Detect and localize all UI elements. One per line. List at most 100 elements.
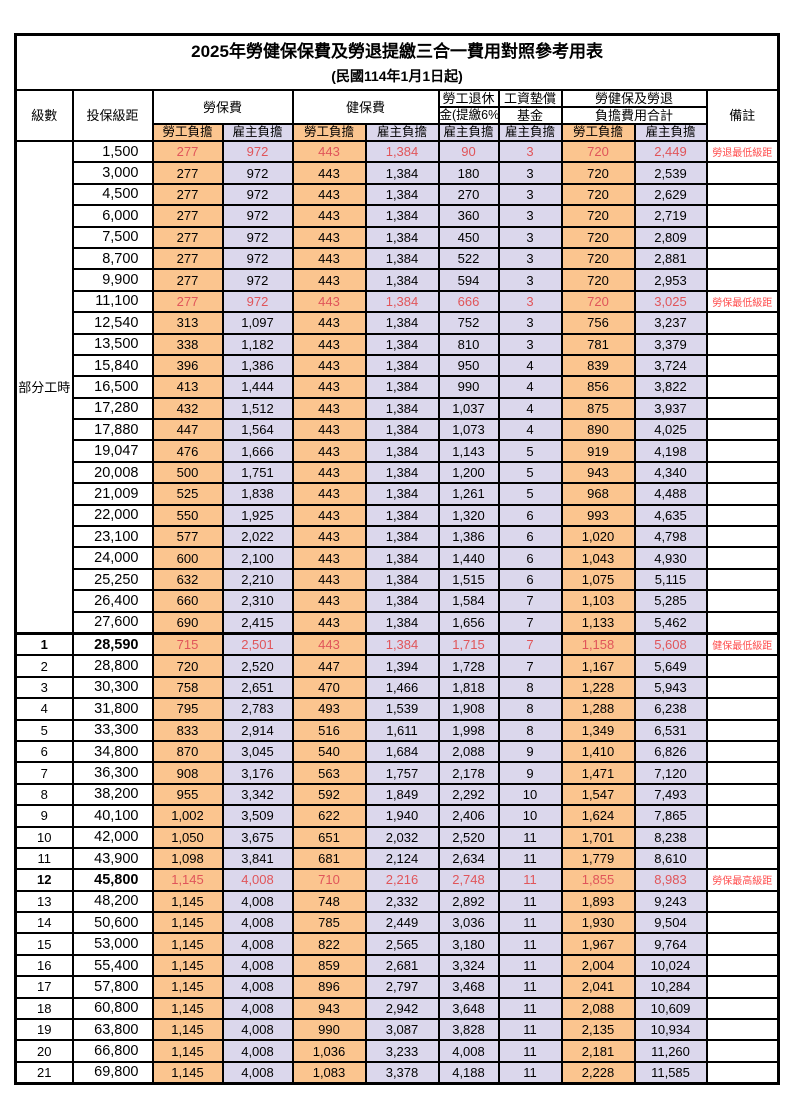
value-cell: 1,998 <box>437 718 500 742</box>
value-cell: 1,386 <box>221 353 294 378</box>
value-cell: 1,384 <box>364 311 440 335</box>
salary-bracket-cell: 23,100 <box>71 525 154 549</box>
remark-cell <box>705 268 780 292</box>
col-header-wage-fund-line2: 基金 <box>497 106 563 125</box>
table-row: 2 28,800 720 2,520 447 1,394 1,728 7 1,167 5,649 <box>14 654 780 678</box>
table-row: 13 48,200 1,145 4,008 748 2,332 2,892 11 1,893 9,… <box>14 889 780 914</box>
value-cell: 2,748 <box>437 868 500 892</box>
reference-sheet: 2025年勞健保保費及勞退提繳三合一費用對照參考用表 (民國114年1月1日起)… <box>14 33 781 1086</box>
value-cell: 660 <box>151 589 224 613</box>
value-cell: 1,073 <box>437 418 500 442</box>
value-cell: 2,719 <box>633 204 708 228</box>
fee-comparison-table: 2025年勞健保保費及勞退提繳三合一費用對照參考用表 (民國114年1月1日起)… <box>14 33 781 1086</box>
value-cell: 3,045 <box>221 739 294 764</box>
value-cell: 7 <box>497 654 563 678</box>
value-cell: 1,893 <box>560 889 636 914</box>
value-cell: 8 <box>497 675 563 700</box>
value-cell: 11 <box>497 911 563 935</box>
col-header-salary: 投保級距 <box>71 89 154 142</box>
value-cell: 447 <box>291 654 367 678</box>
table-row: 20 66,800 1,145 4,008 1,036 3,233 4,008 11 2,181… <box>14 1039 780 1063</box>
value-cell: 2,004 <box>560 953 636 978</box>
table-row: 14 50,600 1,145 4,008 785 2,449 3,036 11 1,930 9,… <box>14 911 780 935</box>
salary-bracket-cell: 63,800 <box>71 1017 154 1042</box>
value-cell: 993 <box>560 503 636 528</box>
value-cell: 3 <box>497 289 563 314</box>
value-cell: 1,384 <box>364 460 440 485</box>
value-cell: 6,238 <box>633 697 708 721</box>
table-row: 9,900 277 972 443 1,384 594 3 720 2,953 <box>16 268 780 292</box>
value-cell: 875 <box>560 396 636 421</box>
table-row: 15,840 396 1,386 443 1,384 950 4 839 3,724 <box>16 353 780 378</box>
col-header-labor-fee: 勞保費 <box>151 89 294 125</box>
value-cell: 3 <box>497 332 563 356</box>
value-cell: 443 <box>291 375 367 399</box>
remark-cell <box>705 761 780 785</box>
remark-cell <box>705 567 780 592</box>
value-cell: 1,684 <box>364 739 440 764</box>
value-cell: 1,908 <box>437 697 500 721</box>
value-cell: 450 <box>437 225 500 249</box>
value-cell: 594 <box>437 268 500 292</box>
value-cell: 443 <box>291 311 367 335</box>
value-cell: 1,145 <box>151 889 224 914</box>
value-cell: 3 <box>497 204 563 228</box>
value-cell: 990 <box>291 1017 367 1042</box>
value-cell: 4,008 <box>221 975 294 999</box>
value-cell: 833 <box>151 718 224 742</box>
value-cell: 443 <box>291 525 367 549</box>
value-cell: 720 <box>560 246 636 271</box>
value-cell: 1,384 <box>364 546 440 570</box>
remark-cell <box>705 353 780 378</box>
value-cell: 3 <box>497 182 563 207</box>
value-cell: 1,145 <box>151 953 224 978</box>
remark-cell <box>705 675 780 700</box>
value-cell: 2,332 <box>364 889 440 914</box>
value-cell: 277 <box>151 182 224 207</box>
value-cell: 2,629 <box>633 182 708 207</box>
value-cell: 6,826 <box>633 739 708 764</box>
level-cell: 20 <box>14 1039 74 1063</box>
value-cell: 443 <box>291 567 367 592</box>
value-cell: 2,565 <box>364 932 440 956</box>
value-cell: 1,043 <box>560 546 636 570</box>
remark-cell <box>705 418 780 442</box>
value-cell: 1,133 <box>560 610 636 635</box>
value-cell: 5,115 <box>633 567 708 592</box>
value-cell: 3,937 <box>633 396 708 421</box>
value-cell: 1,083 <box>291 1060 367 1085</box>
remark-cell <box>705 204 780 228</box>
value-cell: 1,466 <box>364 675 440 700</box>
subheader-wage-fund-employer: 雇主負擔 <box>497 123 563 142</box>
value-cell: 1,200 <box>437 460 500 485</box>
value-cell: 11 <box>497 1060 563 1085</box>
value-cell: 5,608 <box>633 631 708 657</box>
remark-cell: 勞退最低級距 <box>705 139 780 164</box>
value-cell: 11 <box>497 932 563 956</box>
value-cell: 2,100 <box>221 546 294 570</box>
value-cell: 11 <box>497 1017 563 1042</box>
value-cell: 3 <box>497 161 563 185</box>
value-cell: 432 <box>151 396 224 421</box>
value-cell: 2,135 <box>560 1017 636 1042</box>
level-cell: 21 <box>14 1060 74 1085</box>
value-cell: 1,386 <box>437 525 500 549</box>
salary-bracket-cell: 55,400 <box>71 953 154 978</box>
value-cell: 5,285 <box>633 589 708 613</box>
value-cell: 10 <box>497 804 563 828</box>
table-row: 11,100 277 972 443 1,384 666 3 720 3,025 勞保最低級距 <box>16 289 780 314</box>
value-cell: 443 <box>291 332 367 356</box>
table-row: 12 45,800 1,145 4,008 710 2,216 2,748 11 1,855 8,… <box>14 868 780 892</box>
value-cell: 277 <box>151 268 224 292</box>
value-cell: 1,384 <box>364 396 440 421</box>
table-row: 24,000 600 2,100 443 1,384 1,440 6 1,043 4,930 <box>16 546 780 570</box>
level-cell: 4 <box>14 697 74 721</box>
header-row-burden: 勞工負擔 雇主負擔 勞工負擔 雇主負擔 雇主負擔 雇主負擔 勞工負擔 雇主負擔 <box>16 123 779 142</box>
salary-bracket-cell: 30,300 <box>71 675 154 700</box>
table-row: 8,700 277 972 443 1,384 522 3 720 2,881 <box>16 246 780 271</box>
value-cell: 4,008 <box>221 1017 294 1042</box>
value-cell: 1,584 <box>437 589 500 613</box>
level-cell: 7 <box>14 761 74 785</box>
remark-cell <box>705 503 780 528</box>
value-cell: 9,243 <box>633 889 708 914</box>
